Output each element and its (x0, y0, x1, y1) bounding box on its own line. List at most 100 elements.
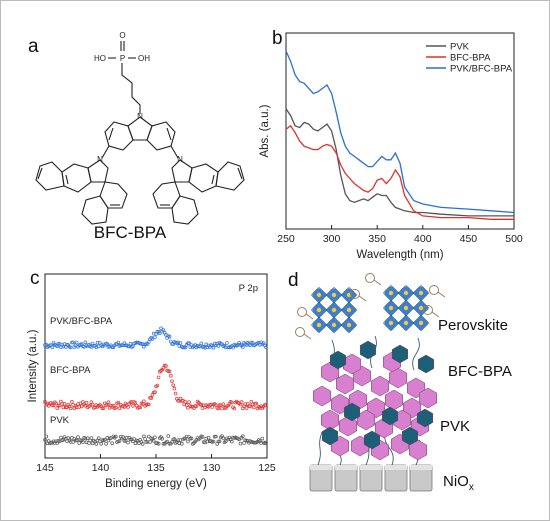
pvk-hexagon (419, 387, 437, 409)
chart-c-point (83, 340, 88, 345)
chart-c-point (77, 441, 82, 445)
chart-c-point (200, 435, 205, 439)
perovskite-cation (346, 307, 352, 313)
chart-c-point (203, 345, 207, 350)
chart-b-series-pvk (285, 108, 514, 217)
perovskite-cation (388, 290, 394, 296)
chart-c-point (205, 439, 210, 444)
chart-c-point (99, 441, 104, 446)
perovskite-cell-outline (311, 287, 358, 334)
chart-c-point (140, 442, 145, 446)
chart-c-ticks: 145 140 135 130 125 (36, 454, 276, 474)
chart-c-point (143, 437, 147, 441)
chart-b-tick-label-400: 400 (414, 233, 432, 245)
left-pyrrole (87, 159, 109, 183)
perovskite-crystals (310, 284, 430, 334)
chart-c-point (164, 364, 168, 368)
surface-ligands (295, 273, 446, 340)
chart-c-point (51, 403, 56, 408)
chart-c-ylabel: Intensity (a.u.) (27, 329, 39, 402)
chart-c-point (151, 331, 156, 336)
label-bfc-bpa: BFC-BPA (448, 363, 512, 380)
chart-c-point (264, 440, 268, 445)
chart-c-point (183, 400, 188, 404)
chart-c-point (61, 405, 66, 410)
chart-c-point (171, 383, 176, 388)
chart-c-point (187, 400, 191, 405)
chart-c-point (242, 441, 246, 445)
chart-c-point (94, 442, 99, 446)
bfc-bpa-hexagon (359, 340, 377, 360)
chart-c-tick-label-140: 140 (92, 462, 110, 474)
chart-c-point (122, 405, 127, 409)
chart-c-point (186, 341, 190, 346)
ligand-tail (431, 311, 440, 318)
bfc-bpa-hexagon (343, 402, 361, 422)
right-ring-3 (152, 181, 181, 209)
double-bond-4 (211, 174, 215, 185)
schematic-scene (295, 273, 446, 492)
chart-c-point (230, 439, 234, 444)
bfc-bpa-hexagon (416, 408, 434, 428)
double-bond-2 (166, 127, 172, 141)
chart-c-point (89, 436, 94, 440)
double-bond-3 (65, 174, 69, 185)
left-n-link (101, 145, 110, 159)
pvk-hexagon (389, 367, 407, 389)
chart-c-series-label-pvk: PVK (50, 415, 70, 426)
chart-c-point (221, 402, 226, 407)
chart-c-point (151, 438, 156, 443)
central-benzene-left (104, 121, 134, 151)
pvk-hexagon (409, 439, 427, 461)
ligand-ring (295, 327, 305, 337)
chart-c-point (260, 436, 265, 441)
chart-c-point (182, 436, 187, 441)
chart-c-point (214, 434, 218, 439)
chart-c-point (83, 403, 88, 408)
chart-c-point (166, 434, 171, 438)
chart-c-point (199, 402, 204, 407)
chart-c-point (153, 435, 157, 440)
chart-c-point (70, 399, 74, 404)
chart-b-series-pvk-bfc-bpa (285, 50, 515, 214)
chart-c-point (79, 404, 84, 409)
chart-c-point (244, 406, 249, 410)
chart-c-point (232, 406, 237, 411)
atom-oh: OH (138, 54, 150, 63)
chart-c-series-pvk (43, 434, 268, 446)
chart-c-point (74, 438, 79, 443)
chart-c-point (214, 403, 218, 407)
chart-c-point (142, 399, 146, 404)
bfc-bpa-hexagon (381, 406, 399, 426)
chart-c-point (186, 405, 190, 410)
chart-c-series-labels: PVK/BFC-BPA BFC-BPA PVK (50, 316, 113, 426)
chart-c-point (252, 440, 256, 445)
panel-letter-d: d (288, 270, 299, 291)
bfc-bpa-hexagon (401, 426, 419, 446)
chart-c-point (144, 342, 149, 346)
chart-c-point (183, 345, 188, 350)
right-ring-2 (215, 161, 245, 191)
pvk-hexagon (313, 385, 331, 407)
central-pyrrole (127, 116, 153, 141)
chart-c-point (85, 436, 90, 441)
chart-c-point (74, 340, 79, 345)
chart-c-point (264, 402, 268, 407)
ligand-ring (429, 285, 439, 295)
ligand-tail (358, 295, 367, 302)
atom-n-central: N (137, 112, 143, 121)
chart-c-point (109, 436, 113, 440)
chart-c-point (43, 437, 47, 442)
niox-block-top (385, 465, 407, 470)
chart-c-point (155, 383, 160, 388)
chart-c-point (254, 401, 259, 406)
chart-c-point (106, 400, 111, 405)
atom-ho: HO (94, 54, 106, 63)
chart-c-point (95, 340, 100, 345)
chart-b-lines (285, 50, 515, 220)
chart-c-xlabel: Binding energy (eV) (105, 478, 207, 490)
atom-p: P (120, 54, 125, 63)
chart-c-point (158, 331, 162, 336)
double-bond-8 (237, 167, 243, 180)
